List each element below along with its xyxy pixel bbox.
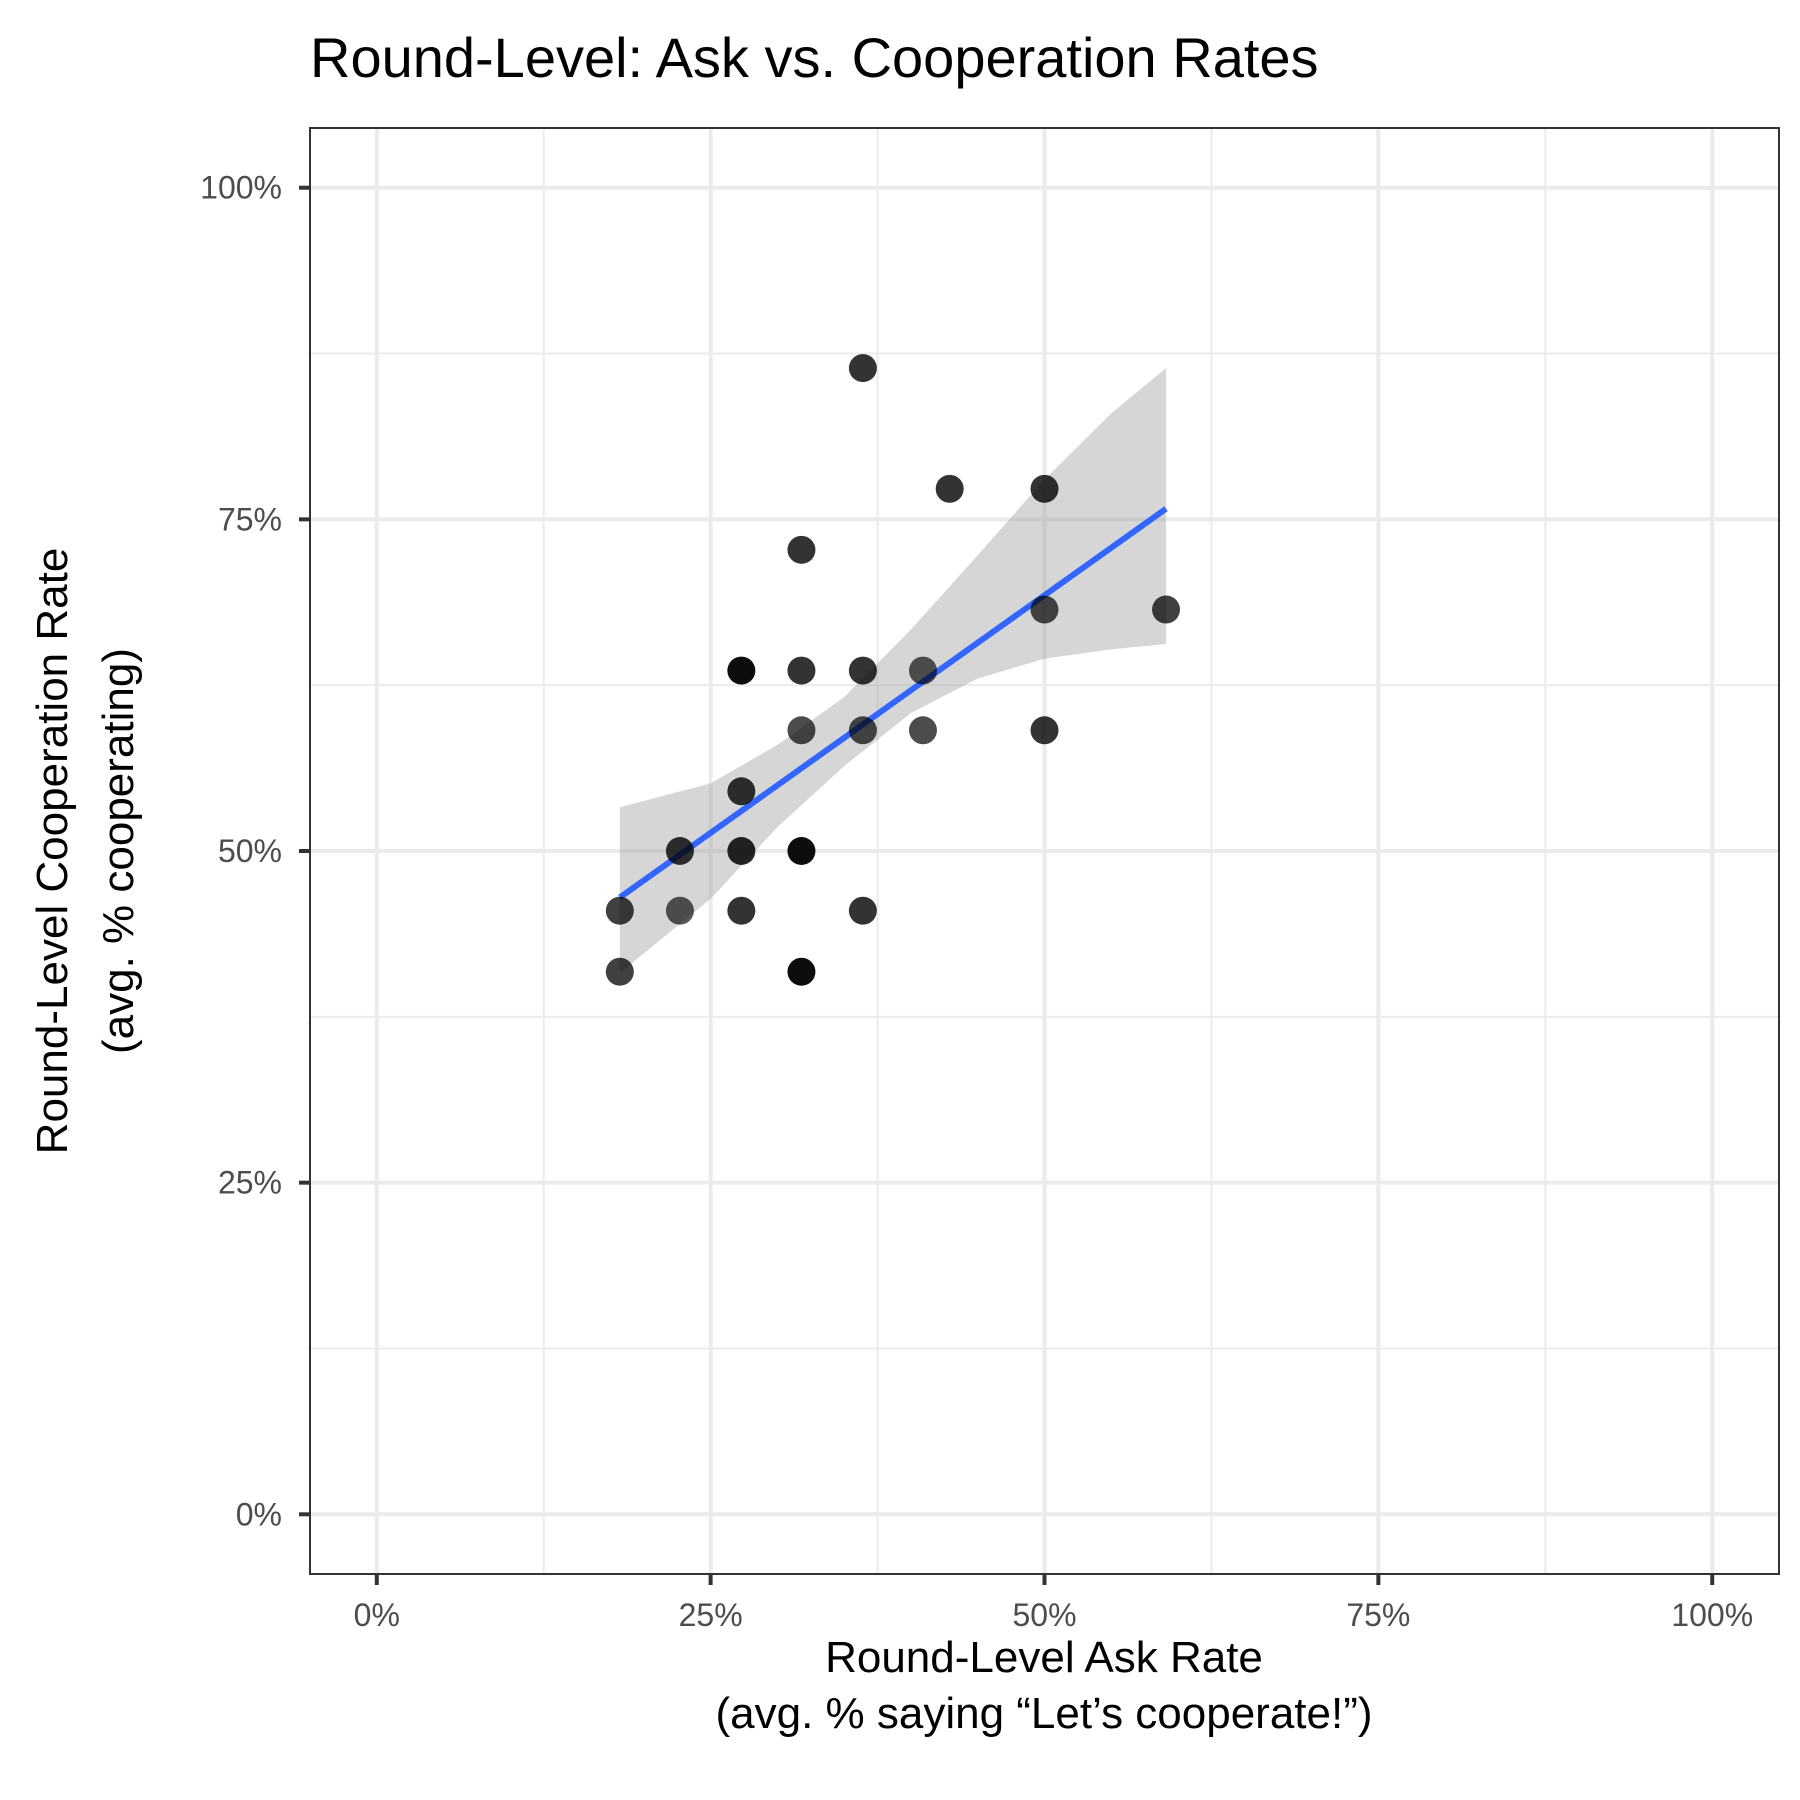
x-axis-title-line-1: Round-Level Ask Rate	[825, 1633, 1263, 1682]
x-tick-label: 50%	[1012, 1597, 1076, 1633]
y-tick-label: 0%	[236, 1496, 282, 1532]
data-point	[787, 716, 816, 745]
data-point	[605, 957, 634, 986]
data-point	[787, 656, 816, 685]
y-tick-label: 50%	[218, 833, 282, 869]
chart-title: Round-Level: Ask vs. Cooperation Rates	[310, 26, 1319, 89]
y-tick-label: 100%	[200, 170, 282, 206]
y-axis-title-line-2: (avg. % cooperating)	[94, 648, 143, 1054]
data-point	[787, 837, 816, 865]
confidence-band-layer	[619, 368, 1167, 974]
data-point	[787, 535, 816, 564]
data-point	[1152, 595, 1181, 624]
x-axis-title-line-2: (avg. % saying “Let’s cooperate!”)	[715, 1689, 1372, 1738]
data-point	[848, 354, 877, 383]
data-point	[665, 896, 694, 925]
confidence-band	[619, 368, 1167, 974]
x-tick-label: 100%	[1671, 1597, 1753, 1633]
x-tick-label: 0%	[354, 1597, 400, 1633]
fit-line-layer	[618, 506, 1168, 900]
data-point	[727, 837, 756, 865]
y-axis: 0% 25% 50% 75% 100%	[200, 170, 310, 1532]
data-point	[848, 896, 877, 925]
data-points	[605, 354, 1181, 986]
data-point	[935, 474, 964, 503]
data-point	[908, 656, 937, 685]
data-point	[848, 656, 877, 685]
data-point	[1030, 716, 1059, 745]
data-point	[727, 656, 756, 685]
y-tick-label: 25%	[218, 1165, 282, 1201]
data-point	[665, 837, 694, 865]
data-point	[848, 716, 877, 745]
x-tick-label: 75%	[1346, 1597, 1410, 1633]
data-point	[727, 896, 756, 925]
data-point	[605, 896, 634, 925]
data-point	[727, 777, 756, 806]
x-axis: 0% 25% 50% 75% 100%	[354, 1574, 1753, 1633]
data-point	[908, 716, 937, 745]
x-tick-label: 25%	[679, 1597, 743, 1633]
y-axis-title-line-1: Round-Level Cooperation Rate	[28, 548, 77, 1155]
data-point	[787, 957, 816, 986]
y-tick-label: 75%	[218, 501, 282, 537]
grid-major	[310, 128, 1779, 1574]
regression-line	[618, 506, 1168, 900]
data-point	[1030, 595, 1059, 624]
data-point	[1030, 474, 1059, 503]
